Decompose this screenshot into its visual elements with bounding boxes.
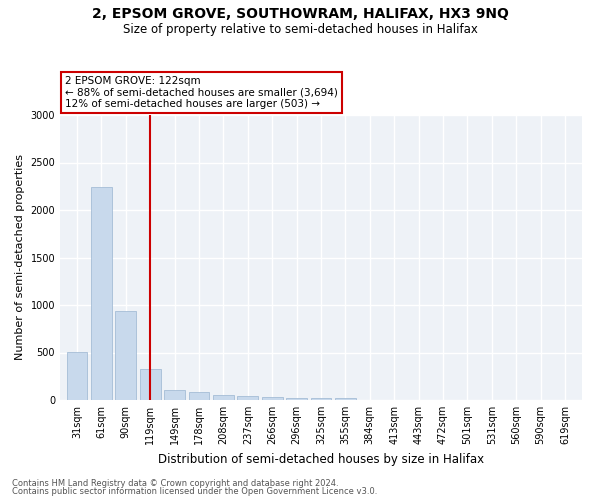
Text: Contains HM Land Registry data © Crown copyright and database right 2024.: Contains HM Land Registry data © Crown c…	[12, 478, 338, 488]
Y-axis label: Number of semi-detached properties: Number of semi-detached properties	[15, 154, 25, 360]
Text: Size of property relative to semi-detached houses in Halifax: Size of property relative to semi-detach…	[122, 22, 478, 36]
Bar	[188, 392, 209, 400]
Text: 2 EPSOM GROVE: 122sqm
← 88% of semi-detached houses are smaller (3,694)
12% of s: 2 EPSOM GROVE: 122sqm ← 88% of semi-deta…	[65, 76, 338, 110]
Bar	[335, 398, 356, 400]
Bar	[213, 395, 234, 400]
Text: 2, EPSOM GROVE, SOUTHOWRAM, HALIFAX, HX3 9NQ: 2, EPSOM GROVE, SOUTHOWRAM, HALIFAX, HX3…	[92, 8, 508, 22]
X-axis label: Distribution of semi-detached houses by size in Halifax: Distribution of semi-detached houses by …	[158, 452, 484, 466]
Bar	[238, 396, 258, 400]
Bar	[115, 310, 136, 400]
Bar	[262, 397, 283, 400]
Bar	[164, 390, 185, 400]
Bar	[311, 398, 331, 400]
Bar	[140, 368, 161, 400]
Text: Contains public sector information licensed under the Open Government Licence v3: Contains public sector information licen…	[12, 487, 377, 496]
Bar	[286, 398, 307, 400]
Bar	[67, 352, 88, 400]
Bar	[91, 187, 112, 400]
